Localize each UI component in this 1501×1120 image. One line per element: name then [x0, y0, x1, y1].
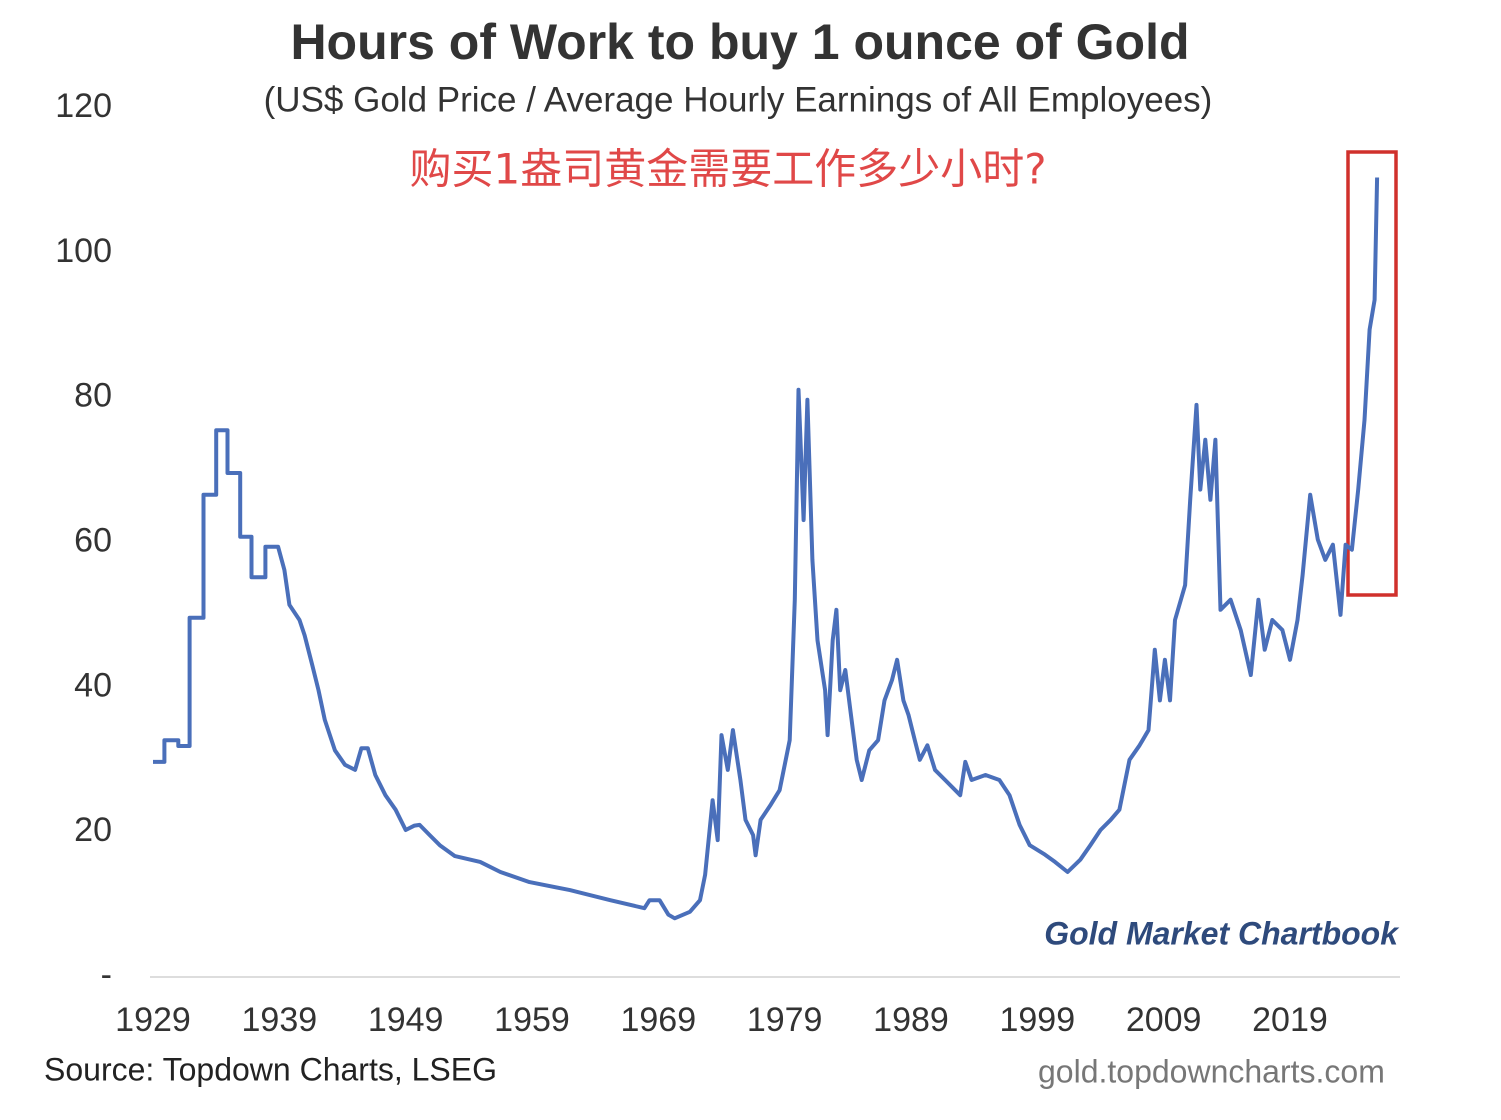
x-tick-label: 1929	[115, 1001, 191, 1039]
highlight-box	[1346, 150, 1398, 597]
annotation: 购买1盎司黄金需要工作多少小时?	[409, 145, 1046, 194]
x-tick-label: 1949	[368, 1001, 444, 1039]
y-tick-label: -	[101, 956, 112, 994]
source: Source: Topdown Charts, LSEG	[44, 1051, 497, 1087]
y-tick-label: 80	[74, 377, 112, 415]
x-tick-label: 1939	[242, 1001, 318, 1039]
x-tick-label: 1989	[873, 1001, 949, 1039]
y-tick-label: 40	[74, 666, 112, 704]
x-tick-label: 1959	[494, 1001, 570, 1039]
y-tick-label: 60	[74, 521, 112, 559]
y-tick-label: 100	[55, 232, 112, 270]
y-tick-label: 120	[55, 87, 112, 125]
website: gold.topdowncharts.com	[1038, 1053, 1385, 1089]
data-line	[153, 177, 1380, 921]
y-tick-label: 20	[74, 811, 112, 849]
chart-subtitle: (US$ Gold Price / Average Hourly Earning…	[264, 80, 1213, 119]
x-tick-label: 1999	[999, 1001, 1075, 1039]
x-tick-label: 2019	[1252, 1001, 1328, 1039]
x-tick-label: 1969	[620, 1001, 696, 1039]
x-tick-label: 2009	[1126, 1001, 1202, 1039]
x-tick-label: 1979	[747, 1001, 823, 1039]
brand: Gold Market Chartbook	[1044, 915, 1400, 951]
chart-title: Hours of Work to buy 1 ounce of Gold	[290, 14, 1189, 70]
